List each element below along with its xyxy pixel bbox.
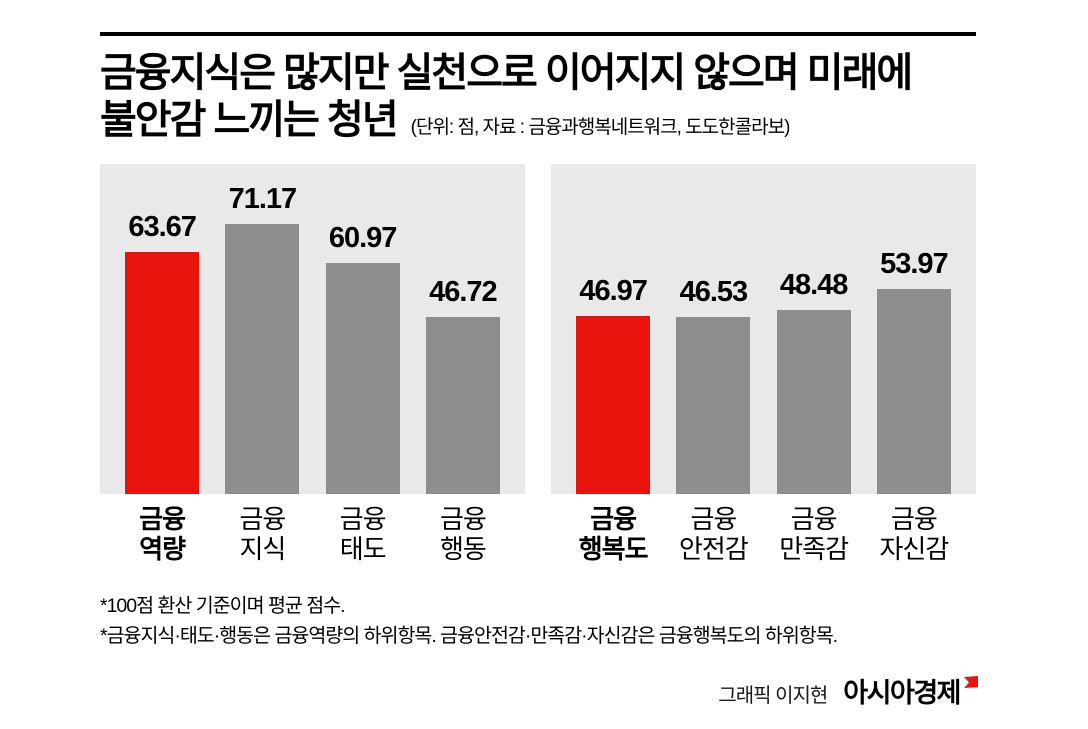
bar-column: 63.67 (112, 211, 212, 494)
bar-column: 46.97 (563, 275, 663, 494)
category-label: 금융 행복도 (578, 503, 649, 565)
category-label: 금융 만족감 (779, 503, 849, 565)
category-label: 금융 태도 (339, 503, 387, 565)
chart-category-labels: 금융 역량 금융 지식 금융 태도 금융 행동 (100, 504, 525, 565)
bar-column: 71.17 (212, 183, 312, 494)
bar (225, 223, 300, 494)
bar-column: 53.97 (864, 248, 964, 494)
bar-value-label: 46.97 (579, 274, 648, 307)
bar-value-label: 46.53 (679, 275, 749, 308)
bar (425, 316, 500, 494)
category-label: 금융 자신감 (879, 503, 949, 565)
brand-flag-icon (964, 665, 978, 696)
bar (776, 309, 851, 494)
chart-subtitle-source: (단위: 점, 자료 : 금융과행복네트워크, 도도한콜라보) (410, 116, 791, 138)
bar (325, 262, 400, 494)
chart-panel: 46.97 46.53 48.48 53.97 (551, 163, 976, 494)
credit-row: 그래픽 이지현 아시아경제 (100, 671, 978, 710)
bar-highlighted (125, 251, 200, 494)
charts-row: 63.67 71.17 60.97 46.72 금융 역량 금융 지식 금융 태도 금융 행동 46… (100, 163, 976, 565)
bar (676, 316, 751, 494)
content-area: 금융지식은 많지만 실천으로 이어지지 않으며 미래에 불안감 느끼는 청년 (… (100, 0, 978, 710)
bar-highlighted (576, 315, 651, 494)
category-label: 금융 행동 (439, 503, 487, 565)
bar-column: 60.97 (313, 222, 413, 494)
chart-category-labels: 금융 행복도 금융 안전감 금융 만족감 금융 자신감 (551, 504, 976, 565)
bar-value-label: 60.97 (328, 221, 398, 254)
brand-logo: 아시아경제 (843, 671, 978, 710)
footnote-2: *금융지식·태도·행동은 금융역량의 하위항목. 금융안전감·만족감·자신감은 … (100, 625, 838, 648)
chart-financial-capability: 63.67 71.17 60.97 46.72 금융 역량 금융 지식 금융 태도 금융 행동 (100, 163, 525, 565)
brand-name: 아시아경제 (843, 678, 961, 709)
category-label: 금융 지식 (239, 503, 286, 565)
footnote-1: *100점 환산 기준이며 평균 점수. (100, 594, 346, 617)
bar-column: 46.72 (413, 276, 513, 494)
top-divider (100, 32, 976, 36)
bar-value-label: 53.97 (880, 247, 949, 280)
bar-column: 48.48 (764, 269, 864, 494)
bar (876, 288, 951, 494)
bar-value-label: 46.72 (429, 275, 498, 308)
chart-financial-happiness: 46.97 46.53 48.48 53.97 금융 행복도 금융 안전감 금융 만족감 금융 자신… (551, 163, 976, 565)
bar-value-label: 48.48 (779, 268, 849, 301)
footnotes: *100점 환산 기준이며 평균 점수. *금융지식·태도·행동은 금융역량의 … (100, 591, 976, 651)
bar-column: 46.53 (663, 276, 763, 494)
bar-value-label: 71.17 (228, 182, 298, 215)
chart-panel: 63.67 71.17 60.97 46.72 (100, 163, 525, 494)
credit-graphic-by: 그래픽 이지현 (718, 685, 828, 708)
category-label: 금융 역량 (139, 503, 186, 565)
category-label: 금융 안전감 (678, 503, 749, 565)
bar-value-label: 63.67 (128, 210, 197, 243)
title-line-1: 금융지식은 많지만 실천으로 이어지지 않으며 미래에 (100, 51, 913, 95)
title-line-2: 불안감 느끼는 청년 (100, 97, 399, 142)
page-title: 금융지식은 많지만 실천으로 이어지지 않으며 미래에 불안감 느끼는 청년 (… (100, 50, 976, 144)
